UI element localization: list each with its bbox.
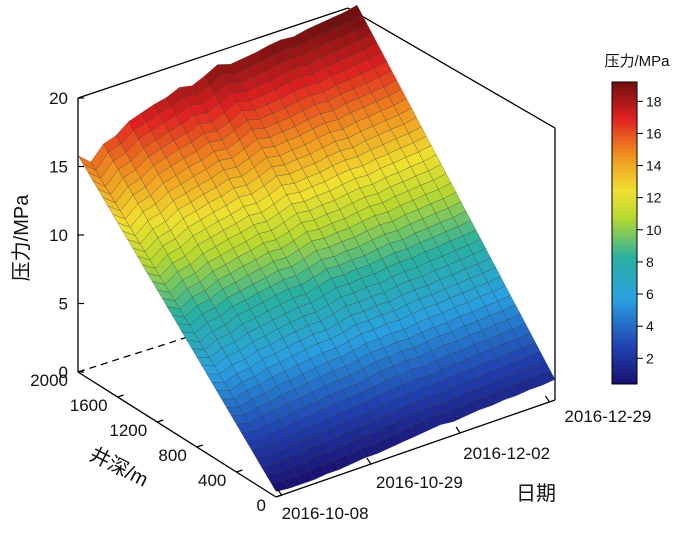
date-tick-label: 2016-10-29 <box>376 473 463 492</box>
colorbar-tick-label: 18 <box>646 93 662 109</box>
pressure-axis-title: 压力/MPa <box>10 194 33 282</box>
colorbar-tick-label: 12 <box>646 190 662 206</box>
colorbar-tick-label: 2 <box>646 350 654 366</box>
date-tick-mark <box>544 395 550 403</box>
colorbar-title: 压力/MPa <box>604 53 670 70</box>
depth-tick-label: 1200 <box>109 421 147 440</box>
pressure-tick-label: 10 <box>49 226 68 245</box>
depth-tick-label: 0 <box>257 496 266 515</box>
depth-axis-title: 井深/m <box>86 443 152 492</box>
pressure-tick-label: 20 <box>49 89 68 108</box>
depth-tick-label: 400 <box>198 471 226 490</box>
colorbar-tick-label: 14 <box>646 158 662 174</box>
top-left-edge <box>77 7 349 99</box>
date-tick-label: 2016-12-02 <box>463 444 550 463</box>
top-right-edge <box>347 7 556 129</box>
colorbar-gradient <box>611 81 638 385</box>
date-tick-mark <box>277 488 283 496</box>
surface-facet <box>537 369 556 386</box>
depth-tick-label: 2000 <box>30 371 68 390</box>
colorbar-tick-label: 4 <box>646 318 654 334</box>
colorbar-tick-label: 6 <box>646 286 654 302</box>
depth-tick-mark <box>117 394 124 398</box>
colorbar: 压力/MPa 2 4 6 8 10 12 14 16 18 <box>604 53 670 385</box>
colorbar-tick-label: 10 <box>646 222 662 238</box>
pressure-tick-label: 0 <box>59 363 68 382</box>
depth-tick-mark <box>157 419 164 423</box>
pressure-axis-ticks: 0 5 10 15 20 <box>49 89 84 382</box>
depth-tick-mark <box>275 494 283 498</box>
date-axis-title: 日期 <box>516 483 556 505</box>
colorbar-ticks: 2 4 6 8 10 12 14 16 18 <box>637 93 662 366</box>
colorbar-tick-label: 16 <box>646 125 662 141</box>
depth-tick-mark <box>77 369 85 373</box>
date-axis-line <box>275 399 556 498</box>
date-tick-label: 2016-12-29 <box>564 407 651 426</box>
date-tick-label: 2016-10-08 <box>282 504 369 523</box>
depth-tick-label: 800 <box>158 446 186 465</box>
colorbar-tick-label: 8 <box>646 254 654 270</box>
depth-tick-mark <box>236 469 243 473</box>
depth-tick-mark <box>196 444 203 448</box>
date-tick-mark <box>366 457 372 465</box>
pressure-tick-label: 5 <box>59 295 68 314</box>
depth-axis-line <box>77 371 277 498</box>
pressure-surface <box>77 4 556 492</box>
pressure-tick-label: 15 <box>49 158 68 177</box>
depth-tick-label: 1600 <box>70 396 108 415</box>
date-tick-mark <box>455 426 461 434</box>
